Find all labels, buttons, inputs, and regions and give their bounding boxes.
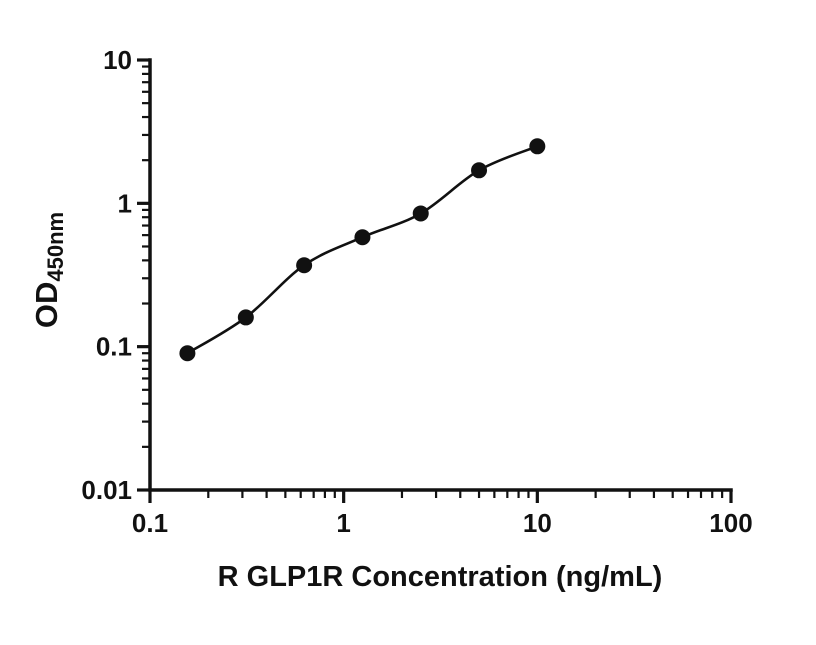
x-tick-label: 0.1 bbox=[132, 508, 168, 538]
y-tick-label: 0.1 bbox=[96, 332, 132, 362]
data-point bbox=[529, 138, 546, 155]
x-axis-title: R GLP1R Concentration (ng/mL) bbox=[218, 561, 663, 593]
data-point bbox=[237, 309, 254, 326]
x-tick-label: 10 bbox=[523, 508, 552, 538]
y-axis-title-main: OD bbox=[29, 282, 64, 329]
y-tick-label: 10 bbox=[103, 45, 132, 75]
data-point bbox=[179, 345, 196, 362]
data-point bbox=[412, 205, 429, 222]
x-tick-label: 1 bbox=[336, 508, 350, 538]
axis-spines bbox=[148, 58, 733, 492]
data-point bbox=[354, 229, 371, 246]
y-axis-title: OD450nm bbox=[29, 212, 68, 328]
y-tick-label: 1 bbox=[118, 188, 132, 218]
y-axis-title-subscript: 450nm bbox=[43, 212, 68, 282]
data-point bbox=[296, 257, 313, 274]
data-point bbox=[471, 162, 488, 179]
y-tick-label: 0.01 bbox=[81, 475, 132, 505]
x-tick-label: 100 bbox=[709, 508, 752, 538]
